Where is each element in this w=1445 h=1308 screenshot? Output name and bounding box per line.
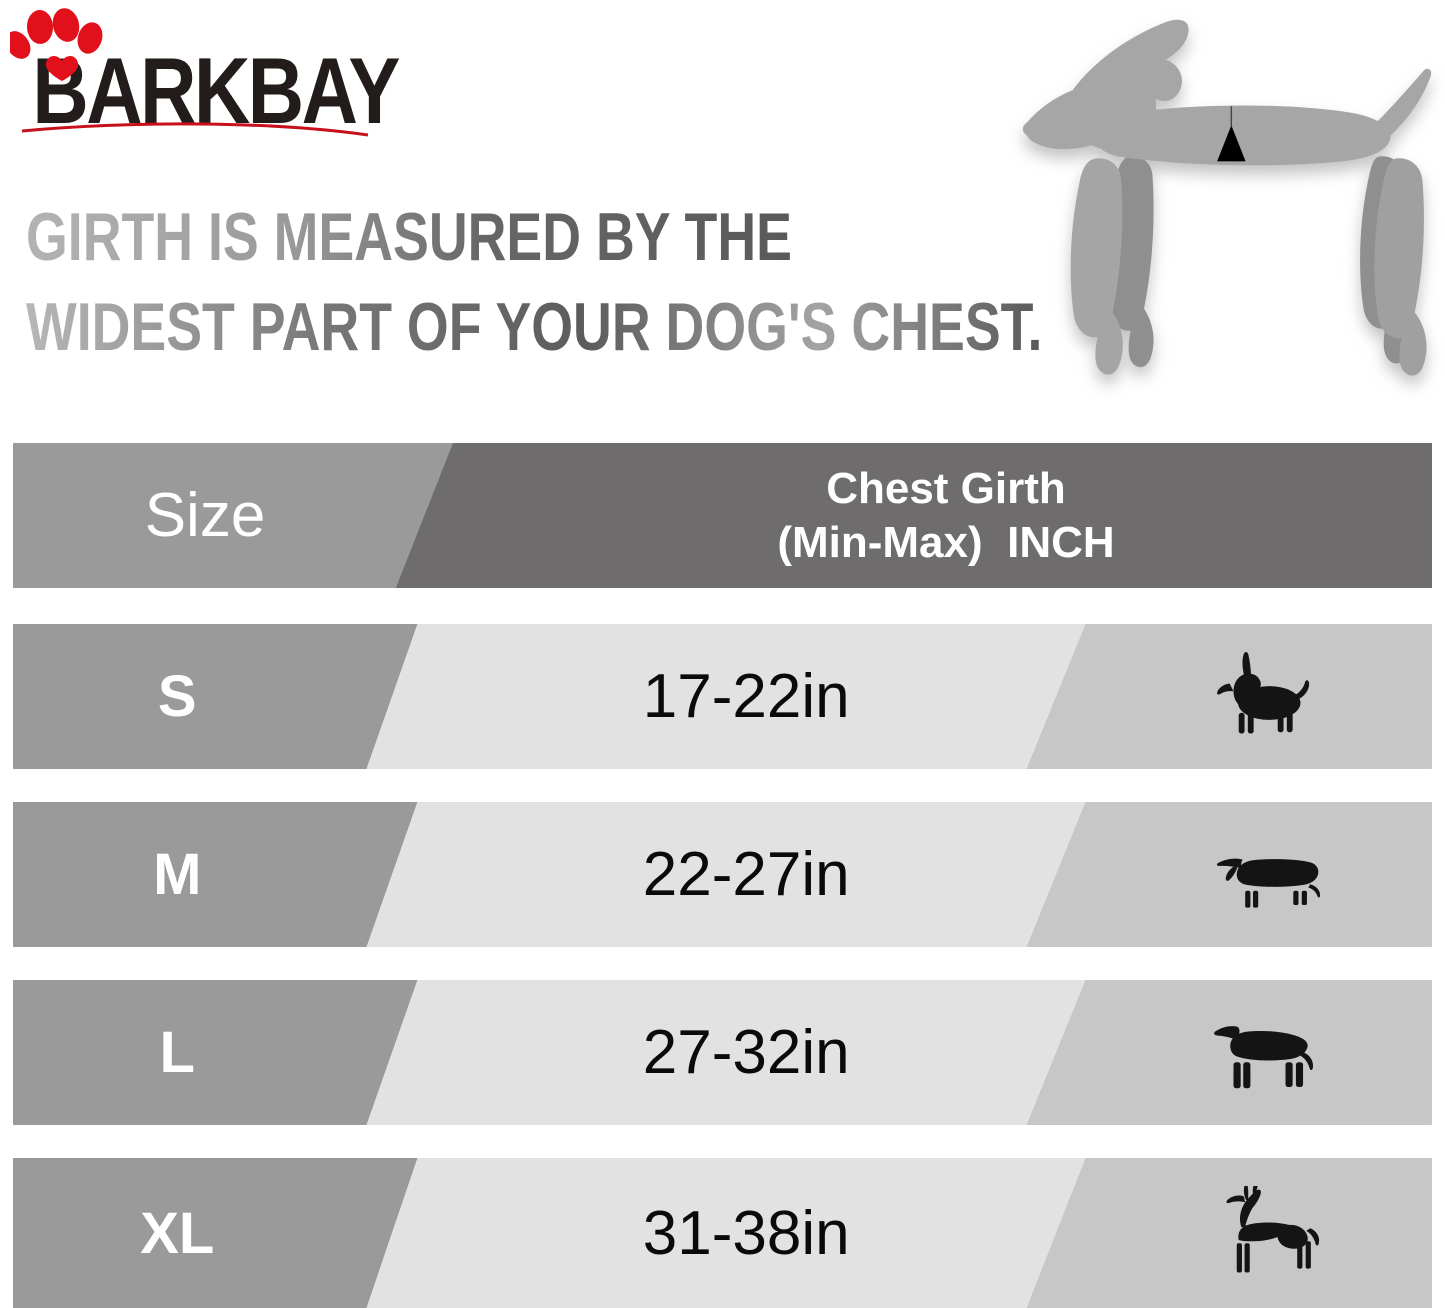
svg-text:BARKBAY: BARKBAY xyxy=(32,39,399,143)
svg-text:GIRTH IS MEASURED BY THE: GIRTH IS MEASURED BY THE xyxy=(26,199,792,274)
svg-text:WIDEST PART OF YOUR DOG'S CHES: WIDEST PART OF YOUR DOG'S CHEST. xyxy=(26,289,1042,364)
